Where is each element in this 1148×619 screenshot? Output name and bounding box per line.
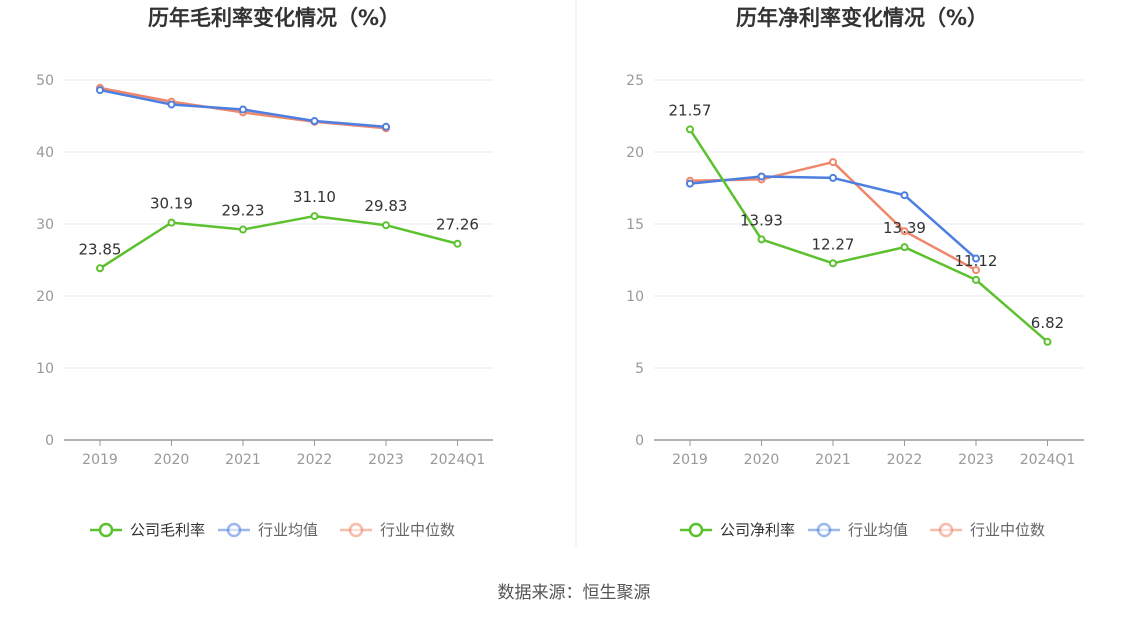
legend-swatch-marker: [938, 522, 954, 538]
legend-item-industry_avg[interactable]: 行业均值: [218, 521, 318, 539]
data-point-company: [167, 218, 176, 227]
y-tick-label: 40: [36, 145, 54, 161]
data-label: 30.19: [150, 195, 193, 213]
legend-swatch-marker: [816, 522, 832, 538]
x-tick-label: 2023: [958, 452, 994, 468]
data-point-company: [972, 275, 980, 284]
data-point-company: [829, 259, 837, 268]
data-point-industry_avg: [829, 173, 837, 182]
data-point-company: [757, 235, 766, 244]
legend-swatch-marker: [98, 522, 114, 538]
y-tick-label: 20: [36, 289, 54, 305]
net-margin-chart: 历年净利率变化情况（%） 0 5 10 15 20 25 2019 2020 2021 2022 20…: [626, 6, 1084, 539]
legend-item-company[interactable]: 公司毛利率: [90, 521, 205, 539]
y-tick-label: 50: [36, 73, 54, 89]
y-tick-label: 0: [635, 433, 644, 449]
legend-item-industry_avg[interactable]: 行业均值: [808, 521, 908, 539]
data-point-industry_median: [900, 227, 909, 236]
data-label: 11.12: [955, 252, 998, 270]
data-point-industry_avg: [757, 172, 766, 181]
source-note: 数据来源：恒生聚源: [498, 583, 651, 603]
data-label: 21.57: [669, 101, 712, 119]
y-tick-label: 15: [626, 217, 644, 233]
data-label: 13.39: [883, 219, 926, 237]
data-label: 6.82: [1031, 314, 1064, 332]
data-point-industry_avg: [900, 191, 909, 200]
data-point-company: [1043, 337, 1052, 346]
data-label: 29.83: [365, 197, 408, 215]
data-point-company: [310, 212, 319, 221]
y-tick-label: 5: [635, 361, 644, 377]
data-point-company: [453, 239, 462, 248]
x-tick-label: 2022: [887, 452, 923, 468]
x-tick-label: 2024Q1: [1020, 452, 1076, 468]
data-point-industry_avg: [310, 117, 319, 126]
chart-title: 历年毛利率变化情况（%）: [148, 6, 400, 30]
data-point-company: [382, 221, 390, 230]
y-tick-label: 10: [626, 289, 644, 305]
data-label: 12.27: [812, 235, 855, 253]
series-line-company: [688, 128, 1049, 343]
x-tick-label: 2022: [297, 452, 333, 468]
data-point-company: [239, 225, 247, 234]
x-tick-label: 2020: [154, 452, 190, 468]
data-label: 13.93: [740, 211, 783, 229]
data-point-industry_median: [829, 158, 837, 167]
data-point-company: [96, 264, 104, 273]
legend-label: 行业中位数: [970, 521, 1045, 539]
data-label: 29.23: [222, 202, 265, 220]
legend-label: 行业均值: [848, 521, 908, 539]
legend-label: 公司净利率: [720, 521, 795, 539]
legend-label: 公司毛利率: [130, 521, 205, 539]
data-point-industry_avg: [382, 122, 390, 131]
x-tick-label: 2024Q1: [430, 452, 486, 468]
data-point-industry_avg: [239, 105, 247, 114]
data-point-industry_avg: [972, 254, 980, 263]
x-tick-label: 2021: [225, 452, 261, 468]
legend-swatch-marker: [226, 522, 242, 538]
data-label: 31.10: [293, 188, 336, 206]
legend-item-industry_median[interactable]: 行业中位数: [930, 521, 1045, 539]
data-point-company: [686, 125, 694, 134]
legend-label: 行业均值: [258, 521, 318, 539]
y-tick-label: 25: [626, 73, 644, 89]
data-point-company: [900, 243, 909, 252]
data-label: 23.85: [79, 240, 122, 258]
legend-item-industry_median[interactable]: 行业中位数: [340, 521, 455, 539]
gross-margin-chart: 历年毛利率变化情况（%） 0 10 20 30 40 50 2019 2020 2021 2022 2…: [36, 6, 493, 539]
x-tick-label: 2021: [815, 452, 851, 468]
x-tick-label: 2023: [368, 452, 404, 468]
x-tick-label: 2019: [82, 452, 118, 468]
legend-item-company[interactable]: 公司净利率: [680, 521, 795, 539]
legend-swatch-marker: [348, 522, 364, 538]
data-point-industry_avg: [167, 100, 176, 109]
x-tick-label: 2020: [744, 452, 780, 468]
y-tick-label: 0: [45, 433, 54, 449]
y-tick-label: 20: [626, 145, 644, 161]
series-line-company: [99, 214, 458, 270]
data-point-industry_median: [972, 266, 980, 275]
data-label: 27.26: [436, 216, 479, 234]
y-tick-label: 10: [36, 361, 54, 377]
legend-label: 行业中位数: [380, 521, 455, 539]
y-tick-label: 30: [36, 217, 54, 233]
data-point-industry_avg: [96, 86, 104, 95]
chart-title: 历年净利率变化情况（%）: [736, 6, 988, 30]
data-point-industry_avg: [686, 179, 694, 188]
x-tick-label: 2019: [672, 452, 708, 468]
legend-swatch-marker: [688, 522, 704, 538]
